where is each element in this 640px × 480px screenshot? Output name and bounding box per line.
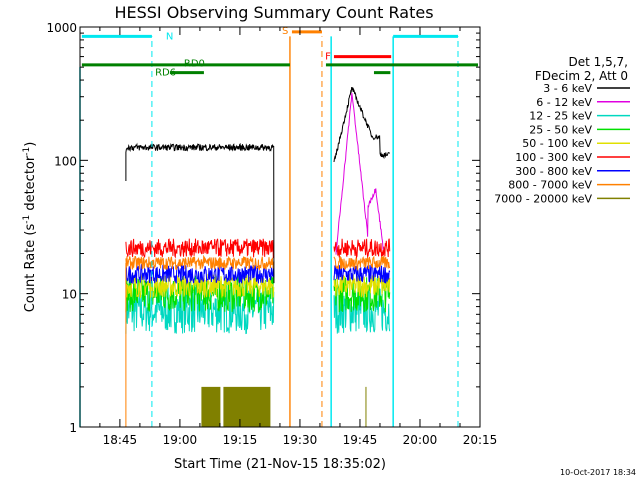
data-layer (125, 36, 391, 427)
label-s: S (282, 26, 288, 37)
y-tick-label-1: 10 (62, 288, 77, 302)
x-tick-label-5: 20:00 (403, 433, 438, 447)
y-label-main: Count Rate (s (23, 224, 38, 313)
x-axis-label: Start Time (21-Nov-15 18:35:02) (174, 457, 386, 472)
y-tick-label-0: 1 (69, 421, 77, 435)
y-label-mid: detector (23, 155, 38, 215)
series-6-curve (125, 264, 391, 285)
y-label-sup2: -1 (22, 147, 32, 156)
legend-header-1: Det 1,5,7, (569, 55, 629, 69)
legend-label-6: 300 - 800 keV (515, 165, 592, 178)
y-tick-label-2: 100 (54, 154, 77, 168)
label-n: N (166, 32, 173, 43)
x-tick-label-2: 19:15 (223, 433, 258, 447)
series-5-curve (125, 238, 391, 260)
legend-label-0: 3 - 6 keV (543, 82, 592, 95)
x-tick-label-6: 20:15 (463, 433, 498, 447)
legend-label-7: 800 - 7000 keV (508, 179, 592, 192)
series-7-curve (125, 254, 391, 271)
annotation-labels: N S F RD0 RD6 (155, 26, 331, 78)
footer-date: 10-Oct-2017 18:34 (560, 468, 636, 477)
annotation-bars (79, 30, 478, 427)
x-tick-label-0: 18:45 (103, 433, 138, 447)
series-8-curve (201, 386, 367, 427)
x-tick-label-1: 19:00 (163, 433, 198, 447)
x-tick-label-3: 19:30 (283, 433, 318, 447)
series-1-curve (335, 92, 384, 255)
legend-label-8: 7000 - 20000 keV (494, 192, 592, 205)
legend-label-3: 25 - 50 keV (529, 123, 592, 136)
series-0-curve (125, 87, 391, 284)
x-tick-label-4: 19:45 (343, 433, 378, 447)
plot-frame (79, 26, 481, 428)
legend-label-5: 100 - 300 keV (515, 151, 592, 164)
legend-label-2: 12 - 25 keV (529, 110, 592, 123)
label-rd6: RD6 (155, 67, 176, 78)
chart-title: HESSI Observing Summary Count Rates (114, 3, 433, 22)
legend-header-2: FDecim 2, Att 0 (535, 69, 628, 83)
y-label-end: ) (23, 142, 38, 147)
y-axis-label: Count Rate (s-1 detector-1) (22, 142, 38, 313)
y-tick-label-3: 1000 (46, 21, 77, 35)
legend-label-4: 50 - 100 keV (522, 137, 592, 150)
label-rd0: RD0 (184, 59, 205, 70)
legend-label-1: 6 - 12 keV (536, 96, 592, 109)
axes: 18:45 19:00 19:15 19:30 19:45 20:00 20:15 1 10 10… (46, 21, 497, 447)
label-f: F (325, 52, 331, 63)
y-label-sup1: -1 (22, 215, 32, 224)
